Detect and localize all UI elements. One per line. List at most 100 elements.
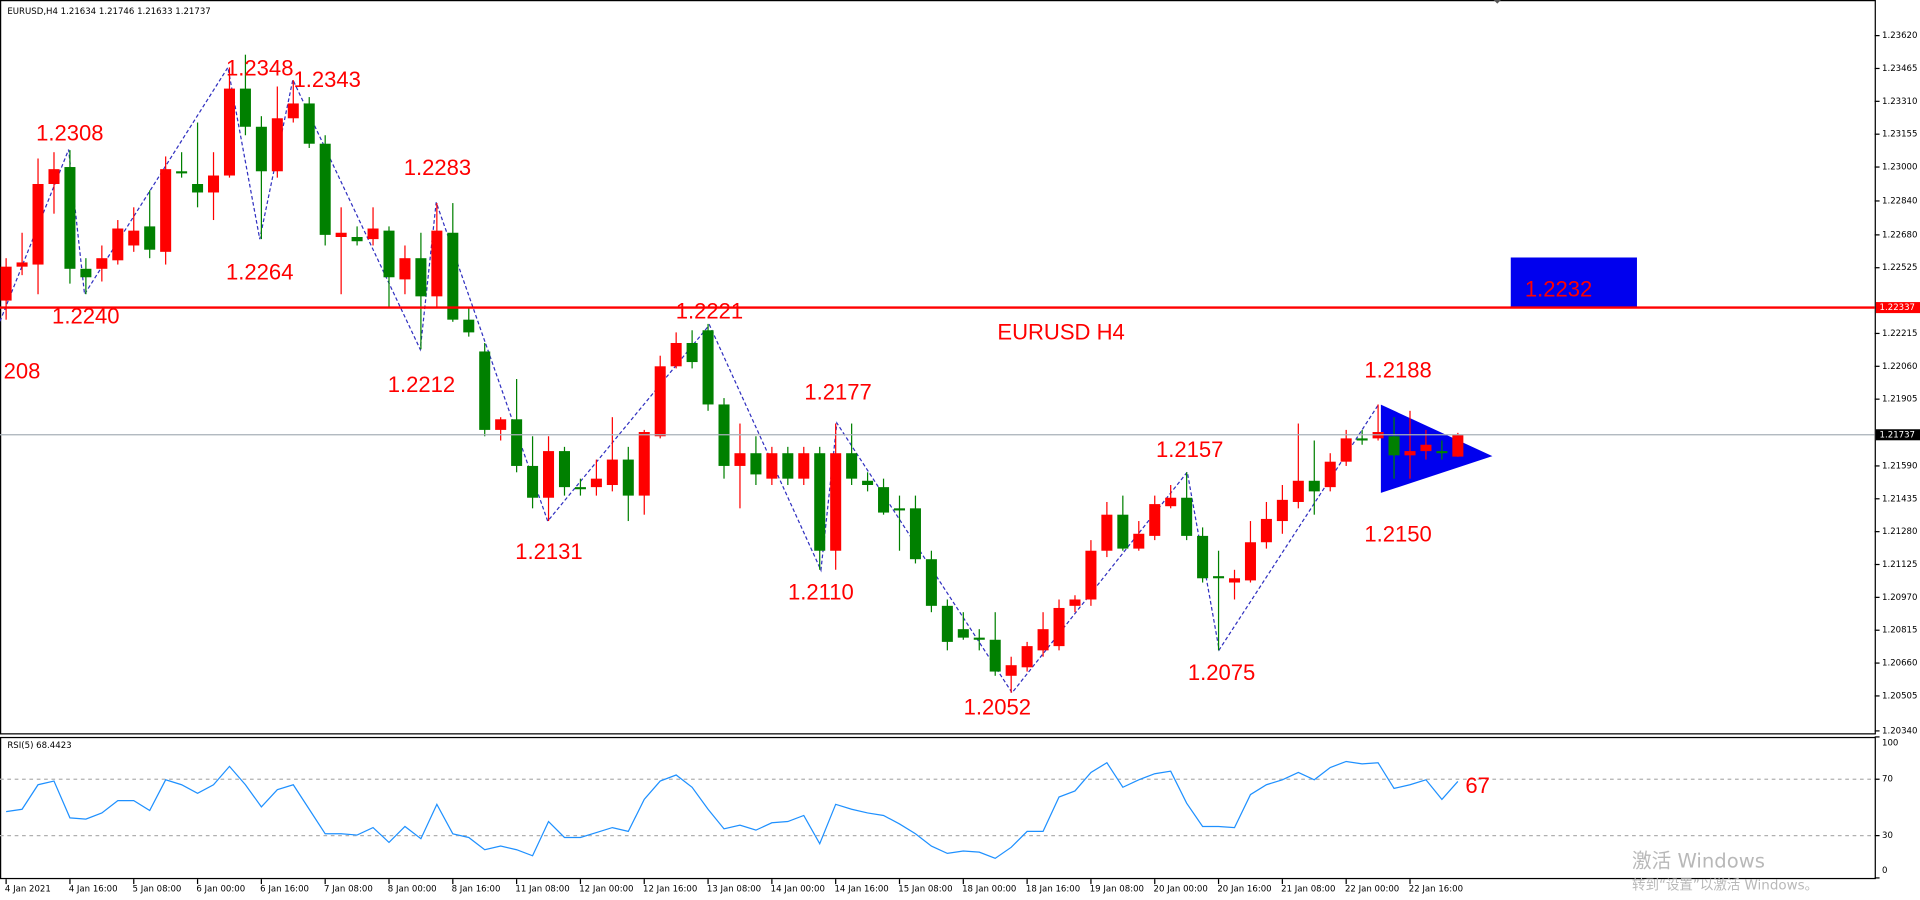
watermark: 转到“设置”以激活 Windows。 bbox=[1632, 877, 1818, 893]
rsi-line bbox=[6, 760, 1459, 860]
x-tick-label: 18 Jan 16:00 bbox=[1026, 884, 1080, 894]
candle-body bbox=[1053, 607, 1065, 647]
candle-body bbox=[511, 419, 523, 466]
x-tick-label: 20 Jan 16:00 bbox=[1217, 884, 1271, 894]
candle-body bbox=[415, 258, 427, 297]
annotation: 1.2157 bbox=[1156, 437, 1223, 462]
candle-body bbox=[814, 453, 826, 551]
candle-body bbox=[527, 465, 539, 498]
candle-body bbox=[1117, 514, 1129, 549]
x-tick-label: 5 Jan 08:00 bbox=[133, 884, 182, 894]
candle-body bbox=[1452, 434, 1464, 457]
y-tick-label: 1.22840 bbox=[1882, 196, 1917, 206]
annotation: 1.2075 bbox=[1188, 660, 1255, 685]
candle-body bbox=[239, 88, 251, 127]
y-tick-label: 1.20970 bbox=[1882, 593, 1917, 603]
candle-body bbox=[112, 228, 124, 261]
candle-body bbox=[192, 183, 204, 193]
candle-body bbox=[1133, 533, 1145, 549]
x-tick-label: 7 Jan 08:00 bbox=[324, 884, 373, 894]
candle-body bbox=[447, 232, 459, 320]
candle-body bbox=[1388, 436, 1400, 456]
candle-body bbox=[734, 453, 746, 466]
annotation: 1.2177 bbox=[804, 379, 871, 404]
annotation: 1.2131 bbox=[515, 539, 582, 564]
x-tick-label: 12 Jan 00:00 bbox=[579, 884, 633, 894]
y-tick-label: 1.23155 bbox=[1882, 130, 1917, 140]
candle-body bbox=[638, 432, 650, 496]
candle-body bbox=[1276, 499, 1288, 522]
y-tick-label: 1.22525 bbox=[1882, 263, 1917, 273]
candle-body bbox=[846, 453, 858, 479]
candle-body bbox=[1037, 629, 1049, 651]
candle-body bbox=[941, 605, 953, 642]
price-label: 1.22337 bbox=[1880, 303, 1915, 313]
x-tick-label: 15 Jan 08:00 bbox=[898, 884, 952, 894]
candle-body bbox=[1436, 451, 1448, 454]
candle-body bbox=[558, 451, 570, 488]
price-label: 1.21737 bbox=[1880, 430, 1915, 440]
y-tick-label: 1.21125 bbox=[1882, 560, 1917, 570]
close: 1.21737 bbox=[175, 7, 210, 17]
candle-body bbox=[766, 453, 778, 479]
y-tick-label: 1.21905 bbox=[1882, 395, 1917, 405]
candle-body bbox=[160, 169, 172, 252]
x-tick-label: 6 Jan 16:00 bbox=[260, 884, 309, 894]
x-tick-label: 21 Jan 08:00 bbox=[1281, 884, 1335, 894]
annotation: 208 bbox=[4, 359, 41, 384]
x-tick-label: 11 Jan 08:00 bbox=[515, 884, 569, 894]
y-tick-label: 1.21280 bbox=[1882, 527, 1917, 537]
y-tick-label: 30 bbox=[1882, 831, 1893, 841]
price-label-box bbox=[1875, 302, 1920, 314]
candle-body bbox=[303, 103, 315, 144]
annotation: 1.2221 bbox=[676, 298, 743, 323]
candle-body bbox=[782, 453, 794, 479]
x-tick-label: 18 Jan 00:00 bbox=[962, 884, 1016, 894]
annotation: 1.2232 bbox=[1525, 276, 1592, 301]
annotation: 1.2283 bbox=[404, 155, 471, 180]
y-tick-label: 1.23465 bbox=[1882, 64, 1917, 74]
candle-body bbox=[973, 637, 985, 640]
candle-body bbox=[287, 103, 299, 119]
y-tick-label: 1.22060 bbox=[1882, 362, 1917, 372]
main-panel-frame bbox=[0, 0, 1876, 735]
open: 1.21634 bbox=[61, 7, 96, 17]
low: 1.21633 bbox=[137, 7, 172, 17]
candle-body bbox=[1340, 438, 1352, 462]
candle-body bbox=[893, 508, 906, 511]
y-tick-label: 0 bbox=[1882, 866, 1887, 876]
x-tick-label: 14 Jan 16:00 bbox=[834, 884, 888, 894]
candle-body bbox=[750, 453, 762, 475]
candle-body bbox=[1420, 444, 1432, 452]
candle-body bbox=[574, 487, 586, 490]
candle-body bbox=[925, 559, 937, 606]
price-label-box bbox=[1875, 429, 1920, 441]
candle-body bbox=[686, 342, 698, 363]
candle-body bbox=[1005, 665, 1017, 676]
candle-body bbox=[862, 480, 874, 486]
candle-body bbox=[16, 262, 28, 267]
candle-body bbox=[1181, 497, 1193, 536]
y-tick-label: 1.21435 bbox=[1882, 494, 1917, 504]
candle-body bbox=[1228, 578, 1241, 583]
watermark: 激活 Windows bbox=[1632, 849, 1765, 872]
annotation: 1.2110 bbox=[788, 579, 854, 604]
candle-body bbox=[830, 453, 842, 551]
candle-body bbox=[1085, 550, 1097, 600]
candle-body bbox=[654, 366, 666, 437]
candle-body bbox=[1260, 518, 1272, 543]
x-tick-label: 19 Jan 08:00 bbox=[1090, 884, 1144, 894]
candle-body bbox=[431, 230, 443, 297]
candle-body bbox=[1356, 438, 1368, 441]
candle-body bbox=[96, 258, 108, 269]
candle-body bbox=[909, 508, 921, 560]
high: 1.21746 bbox=[99, 7, 134, 17]
y-tick-label: 1.20815 bbox=[1882, 626, 1917, 636]
candle-body bbox=[80, 268, 92, 278]
candle-body bbox=[1308, 480, 1320, 492]
candle-body bbox=[1069, 599, 1081, 606]
annotation: 1.2188 bbox=[1364, 357, 1431, 382]
x-tick-label: 20 Jan 00:00 bbox=[1154, 884, 1208, 894]
